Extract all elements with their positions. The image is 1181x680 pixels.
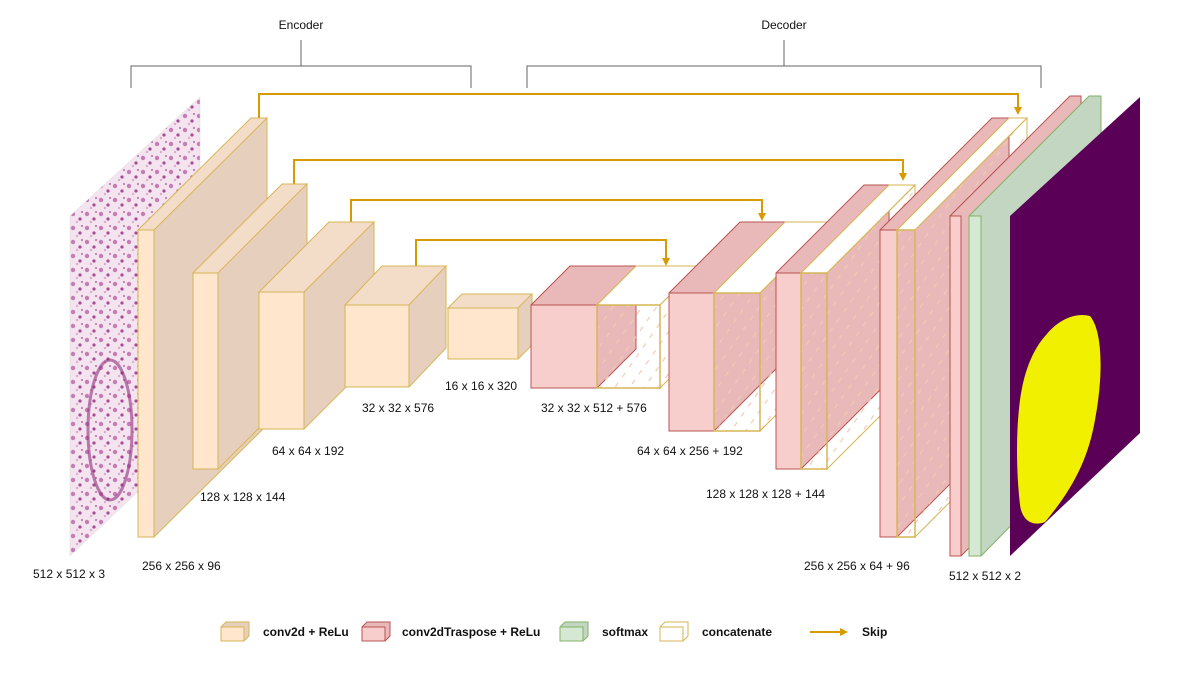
legend-label-softmax: softmax	[602, 625, 648, 639]
concat-block-1-front	[596, 304, 661, 389]
decoder-label: Decoder	[761, 18, 806, 32]
legend-swatch-deconv	[361, 626, 386, 642]
legend-label-conv: conv2d + ReLu	[263, 625, 349, 639]
decoder-block-3	[775, 183, 917, 471]
legend-swatch-softmax	[559, 626, 584, 642]
shape-label-bottleneck: 16 x 16 x 320	[445, 379, 517, 393]
skip-arrow-4	[415, 239, 670, 266]
shape-label-dec4: 256 x 256 x 64 + 96	[804, 559, 910, 573]
legend-item-softmax: softmax	[559, 621, 648, 642]
legend-swatch-conv	[220, 626, 245, 642]
shape-label-input: 512 x 512 x 3	[33, 567, 105, 581]
dimension-labels: 512 x 512 x 3 256 x 256 x 96 128 x 128 x…	[33, 379, 1021, 583]
skip-arrow-3	[350, 199, 766, 223]
decoder-block-1	[530, 264, 701, 390]
legend-item-deconv: conv2dTraspose + ReLu	[361, 621, 540, 642]
shape-label-dec3: 128 x 128 x 128 + 144	[706, 487, 825, 501]
shape-label-enc3: 64 x 64 x 192	[272, 444, 344, 458]
encoder-block-4	[343, 265, 448, 388]
shape-label-enc4: 32 x 32 x 576	[362, 401, 434, 415]
skip-arrow-1	[258, 93, 1022, 118]
bottleneck-block	[446, 293, 534, 360]
shape-label-dec1: 32 x 32 x 512 + 576	[541, 401, 647, 415]
encoder-label: Encoder	[279, 18, 324, 32]
legend-label-concat: concatenate	[702, 625, 772, 639]
encoder-block-2	[191, 182, 309, 471]
output-mask	[1010, 97, 1140, 556]
shape-label-dec2: 64 x 64 x 256 + 192	[637, 444, 743, 458]
legend-label-deconv: conv2dTraspose + ReLu	[402, 625, 540, 639]
decoder-bracket: Decoder	[526, 18, 1042, 88]
legend-item-concat: concatenate	[659, 621, 772, 642]
concat-block-2-front	[713, 292, 761, 432]
concat-block-3-front	[800, 272, 828, 470]
skip-connections	[258, 93, 1022, 266]
skip-arrow-2	[293, 159, 907, 186]
legend-swatch-concat	[659, 626, 684, 642]
legend-label-skip: Skip	[862, 625, 887, 639]
shape-label-enc1: 256 x 256 x 96	[142, 559, 221, 573]
encoder-bracket: Encoder	[130, 18, 472, 88]
legend-item-conv: conv2d + ReLu	[220, 621, 349, 642]
concat-block-4-front	[896, 229, 916, 538]
shape-label-output: 512 x 512 x 2	[949, 569, 1021, 583]
legend-item-skip: Skip	[810, 625, 887, 639]
shape-label-enc2: 128 x 128 x 144	[200, 490, 286, 504]
legend: conv2d + ReLu conv2dTraspose + ReLu soft…	[220, 621, 887, 642]
